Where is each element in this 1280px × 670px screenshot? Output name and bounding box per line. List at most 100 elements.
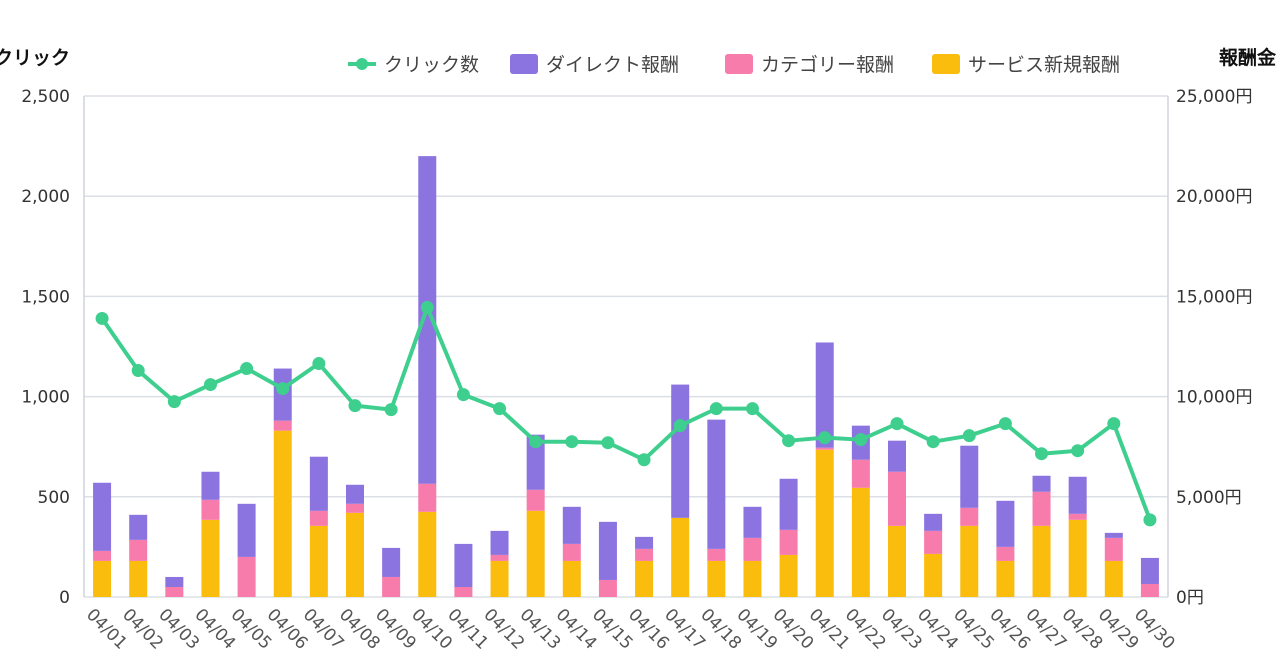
click-count-point[interactable] bbox=[456, 388, 470, 402]
bar-segment-2[interactable] bbox=[346, 484, 364, 504]
bar-segment-1[interactable] bbox=[1032, 491, 1051, 526]
click-count-point[interactable] bbox=[131, 364, 145, 378]
bar-segment-1[interactable] bbox=[743, 537, 762, 561]
bar-segment-2[interactable] bbox=[418, 156, 437, 484]
bar-segment-1[interactable] bbox=[346, 503, 364, 513]
bar-segment-1[interactable] bbox=[1140, 583, 1159, 597]
click-count-point[interactable] bbox=[203, 378, 217, 392]
click-count-point[interactable] bbox=[529, 435, 543, 449]
bar-segment-2[interactable] bbox=[1068, 476, 1087, 514]
click-count-point[interactable] bbox=[167, 395, 181, 409]
bar-segment-0[interactable] bbox=[346, 512, 364, 597]
bar-segment-1[interactable] bbox=[635, 548, 654, 561]
bar-segment-0[interactable] bbox=[93, 560, 112, 597]
click-count-point[interactable] bbox=[1071, 444, 1085, 458]
click-count-point[interactable] bbox=[565, 435, 579, 449]
bar-segment-1[interactable] bbox=[1068, 513, 1087, 520]
bar-segment-0[interactable] bbox=[779, 554, 798, 597]
bar-segment-2[interactable] bbox=[562, 506, 581, 544]
click-count-point[interactable] bbox=[1107, 417, 1121, 431]
click-count-point[interactable] bbox=[998, 417, 1012, 431]
bar-segment-2[interactable] bbox=[526, 434, 545, 490]
click-count-point[interactable] bbox=[709, 402, 723, 416]
bar-segment-1[interactable] bbox=[93, 550, 112, 561]
bar-segment-1[interactable] bbox=[382, 576, 401, 597]
bar-segment-0[interactable] bbox=[309, 525, 328, 597]
click-count-point[interactable] bbox=[348, 399, 362, 413]
bar-segment-2[interactable] bbox=[165, 576, 184, 587]
bar-segment-2[interactable] bbox=[309, 456, 328, 511]
bar-segment-2[interactable] bbox=[635, 536, 654, 549]
bar-segment-2[interactable] bbox=[201, 471, 220, 500]
click-count-point[interactable] bbox=[1035, 447, 1049, 461]
bar-segment-2[interactable] bbox=[960, 445, 979, 508]
click-count-point[interactable] bbox=[637, 453, 651, 467]
bar-segment-1[interactable] bbox=[129, 539, 148, 561]
bar-segment-2[interactable] bbox=[490, 530, 509, 555]
bar-segment-1[interactable] bbox=[490, 554, 509, 561]
click-count-point[interactable] bbox=[493, 402, 507, 416]
click-count-point[interactable] bbox=[312, 357, 326, 371]
bar-segment-1[interactable] bbox=[888, 471, 906, 526]
click-count-point[interactable] bbox=[601, 436, 615, 450]
bar-segment-0[interactable] bbox=[671, 517, 690, 597]
bar-segment-2[interactable] bbox=[996, 500, 1015, 547]
bar-segment-1[interactable] bbox=[165, 586, 184, 597]
bar-segment-0[interactable] bbox=[562, 560, 581, 597]
bar-segment-1[interactable] bbox=[815, 447, 834, 450]
bar-segment-1[interactable] bbox=[996, 546, 1015, 561]
bar-segment-0[interactable] bbox=[960, 525, 979, 597]
bar-segment-2[interactable] bbox=[671, 384, 690, 518]
click-count-point[interactable] bbox=[854, 433, 868, 447]
bar-segment-2[interactable] bbox=[454, 543, 473, 587]
bar-segment-0[interactable] bbox=[490, 560, 509, 597]
bar-segment-1[interactable] bbox=[526, 489, 545, 511]
bar-segment-0[interactable] bbox=[888, 525, 906, 597]
bar-segment-1[interactable] bbox=[237, 556, 256, 597]
click-count-point[interactable] bbox=[95, 311, 109, 325]
click-count-point[interactable] bbox=[673, 419, 687, 433]
bar-segment-0[interactable] bbox=[1032, 525, 1051, 597]
bar-segment-1[interactable] bbox=[201, 499, 220, 520]
bar-segment-1[interactable] bbox=[851, 459, 870, 488]
bar-segment-1[interactable] bbox=[309, 510, 328, 526]
bar-segment-1[interactable] bbox=[562, 543, 581, 561]
bar-segment-2[interactable] bbox=[237, 503, 256, 557]
bar-segment-0[interactable] bbox=[815, 449, 834, 597]
bar-segment-0[interactable] bbox=[1068, 519, 1087, 597]
bar-segment-2[interactable] bbox=[1032, 475, 1051, 492]
bar-segment-0[interactable] bbox=[707, 560, 726, 597]
bar-segment-2[interactable] bbox=[779, 478, 798, 530]
bar-segment-0[interactable] bbox=[635, 560, 654, 597]
bar-segment-1[interactable] bbox=[418, 483, 437, 512]
bar-segment-1[interactable] bbox=[598, 579, 617, 597]
click-count-point[interactable] bbox=[240, 362, 254, 376]
click-count-point[interactable] bbox=[745, 402, 759, 416]
bar-segment-2[interactable] bbox=[1104, 532, 1123, 538]
bar-segment-0[interactable] bbox=[1104, 560, 1123, 597]
bar-segment-0[interactable] bbox=[273, 430, 292, 597]
legend-item[interactable]: サービス新規報酬 bbox=[932, 54, 1120, 76]
bar-segment-0[interactable] bbox=[201, 519, 220, 597]
bar-segment-2[interactable] bbox=[888, 440, 906, 472]
bar-segment-1[interactable] bbox=[960, 507, 979, 526]
click-count-point[interactable] bbox=[962, 429, 976, 443]
bar-segment-1[interactable] bbox=[1104, 537, 1123, 561]
bar-segment-1[interactable] bbox=[707, 548, 726, 561]
legend-item[interactable]: ダイレクト報酬 bbox=[510, 54, 679, 76]
click-count-point[interactable] bbox=[782, 434, 796, 448]
click-count-point[interactable] bbox=[926, 435, 940, 449]
bar-segment-2[interactable] bbox=[129, 514, 148, 540]
click-count-point[interactable] bbox=[890, 417, 904, 431]
bar-segment-0[interactable] bbox=[743, 560, 762, 597]
bar-segment-1[interactable] bbox=[924, 530, 943, 554]
click-count-point[interactable] bbox=[1143, 513, 1157, 527]
bar-segment-2[interactable] bbox=[598, 521, 617, 580]
click-count-point[interactable] bbox=[276, 382, 290, 396]
bar-segment-0[interactable] bbox=[418, 511, 437, 597]
click-count-point[interactable] bbox=[384, 403, 398, 417]
bar-segment-1[interactable] bbox=[273, 420, 292, 431]
bar-segment-0[interactable] bbox=[924, 553, 943, 597]
bar-segment-2[interactable] bbox=[93, 482, 112, 551]
bar-segment-2[interactable] bbox=[743, 506, 762, 538]
